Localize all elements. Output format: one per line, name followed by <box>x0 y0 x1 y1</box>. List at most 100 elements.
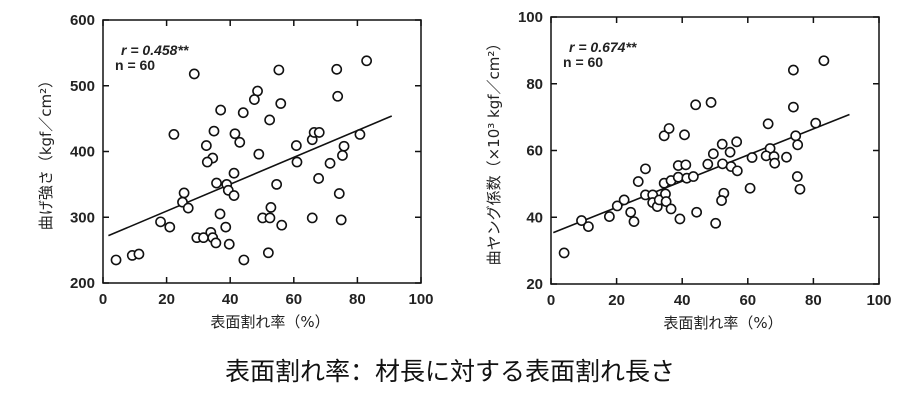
data-point <box>333 188 345 199</box>
data-point <box>787 101 799 113</box>
data-point <box>313 173 325 184</box>
x-axis-label: 表面割れ率（%） <box>210 313 329 331</box>
y-tick-label: 300 <box>70 209 95 226</box>
data-point <box>324 157 336 169</box>
data-point <box>558 247 570 259</box>
sample-size-label: n = 60 <box>115 57 155 73</box>
data-point <box>679 129 690 141</box>
y-tick-label: 500 <box>70 78 95 95</box>
data-point <box>262 247 274 259</box>
data-point <box>188 68 200 80</box>
data-point <box>791 171 803 182</box>
correlation-label: r = 0.674** <box>569 39 637 55</box>
y-tick-label: 20 <box>526 276 543 293</box>
data-point <box>687 171 699 182</box>
data-point <box>271 178 283 190</box>
figure-caption: 表面割れ率：材長に対する表面割れ長さ <box>224 357 675 386</box>
data-point <box>253 148 265 160</box>
data-point <box>248 94 260 105</box>
y-tick-label: 60 <box>526 143 543 160</box>
data-point <box>716 138 728 150</box>
x-tick-label: 60 <box>285 291 302 308</box>
data-point <box>672 171 684 183</box>
data-point <box>155 216 166 228</box>
data-point <box>210 237 222 249</box>
data-point <box>290 140 302 151</box>
x-tick-label: 40 <box>674 292 691 309</box>
data-point <box>707 148 719 160</box>
data-point <box>168 129 180 140</box>
data-point <box>214 208 226 220</box>
data-point <box>632 176 644 187</box>
data-point <box>787 64 799 76</box>
y-axis-label: 曲げ強さ（kgf／cm²） <box>37 73 55 230</box>
data-point <box>265 201 277 213</box>
data-point <box>680 159 692 171</box>
data-point <box>331 63 343 75</box>
data-point <box>731 136 743 148</box>
data-point <box>762 118 774 130</box>
data-point <box>264 114 276 126</box>
data-point <box>133 248 145 260</box>
data-point <box>790 130 802 142</box>
data-point <box>201 156 213 168</box>
data-point <box>208 125 220 137</box>
data-point <box>237 107 249 119</box>
x-tick-label: 0 <box>547 292 555 309</box>
x-tick-label: 40 <box>222 291 239 308</box>
data-point <box>818 55 830 67</box>
x-tick-label: 60 <box>739 292 756 309</box>
data-point <box>220 221 232 233</box>
x-tick-label: 20 <box>158 291 175 308</box>
y-tick-label: 200 <box>70 275 95 292</box>
data-point <box>215 104 227 116</box>
data-point <box>200 140 212 151</box>
data-point <box>332 90 344 102</box>
data-point <box>264 212 276 224</box>
data-point <box>234 136 246 148</box>
data-point <box>618 194 630 206</box>
data-point <box>705 97 717 108</box>
data-point <box>792 139 804 151</box>
data-point <box>276 219 288 231</box>
data-point <box>660 196 672 207</box>
data-point <box>211 177 222 189</box>
data-point <box>223 238 235 250</box>
x-tick-label: 20 <box>608 292 625 309</box>
data-point <box>229 128 241 140</box>
data-point <box>228 190 240 201</box>
data-point <box>724 146 736 158</box>
data-point <box>603 211 615 222</box>
data-point <box>338 140 350 152</box>
y-tick-label: 600 <box>70 12 95 29</box>
data-point <box>625 206 637 218</box>
data-point <box>238 254 250 266</box>
data-point <box>710 217 722 229</box>
data-point <box>731 165 743 177</box>
data-point <box>611 200 623 212</box>
data-point <box>228 167 240 179</box>
data-point <box>306 212 318 224</box>
data-point <box>273 64 285 76</box>
data-point <box>582 221 594 232</box>
data-point <box>354 129 366 140</box>
data-point <box>663 123 675 134</box>
sample-size-label: n = 60 <box>563 54 603 70</box>
data-point <box>110 254 122 266</box>
data-point <box>658 130 670 142</box>
y-tick-label: 80 <box>526 76 543 93</box>
x-tick-label: 80 <box>349 291 366 308</box>
x-tick-label: 100 <box>408 291 433 308</box>
regression-line <box>552 113 850 234</box>
x-tick-label: 100 <box>866 292 891 309</box>
data-point <box>744 182 756 194</box>
data-point <box>628 216 640 227</box>
y-tick-label: 40 <box>526 209 543 226</box>
x-tick-label: 80 <box>805 292 822 309</box>
data-point <box>769 157 781 169</box>
x-axis-label: 表面割れ率（%） <box>663 314 782 332</box>
data-point <box>361 55 373 67</box>
data-point <box>794 183 806 195</box>
y-tick-label: 100 <box>518 9 543 26</box>
